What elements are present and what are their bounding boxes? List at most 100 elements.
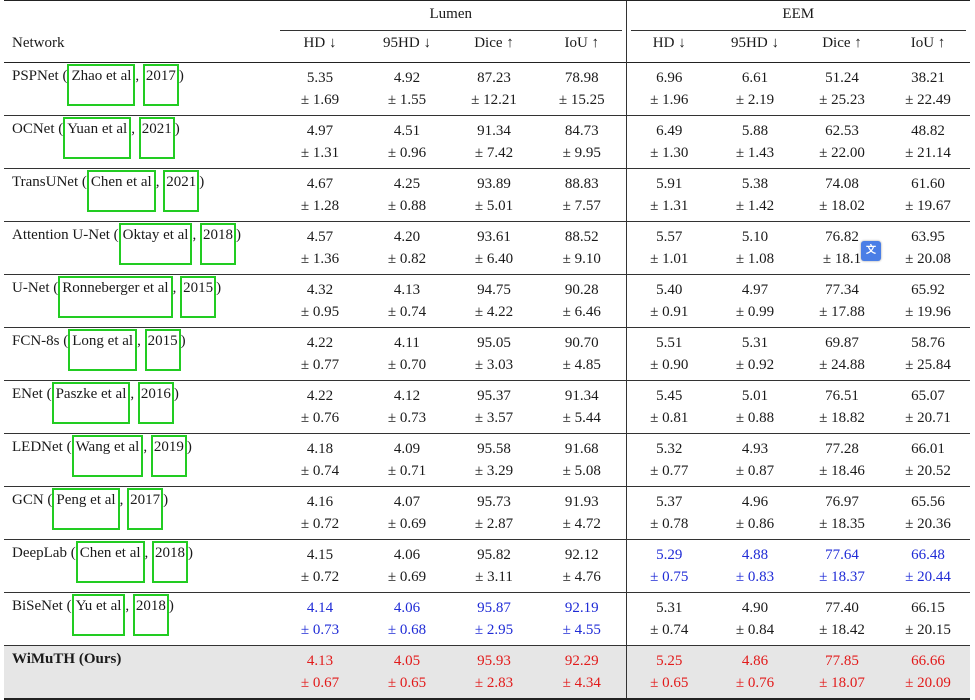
citation-author-link[interactable]: Oktay et al — [118, 223, 193, 265]
metric-value: 4.18 — [306, 441, 334, 457]
metric-cell-eem-95hd: 4.90 ± 0.84 — [712, 592, 798, 646]
metric-std: ± 22.00 — [819, 145, 865, 161]
metric-value: 4.93 — [741, 441, 769, 457]
metric-value: 5.57 — [656, 229, 683, 245]
network-cell: BiSeNet (Yu et al, 2018) — [4, 592, 276, 646]
metric-value: 4.05 — [393, 653, 421, 669]
citation-author-link[interactable]: Yu et al — [71, 594, 126, 636]
metric-value: 5.40 — [656, 282, 683, 298]
citation-author-link[interactable]: Peng et al — [52, 488, 120, 530]
citation-author-link[interactable]: Paszke et al — [51, 382, 131, 424]
metric-value: 4.11 — [394, 335, 420, 351]
metric-std: ± 18.82 — [819, 410, 865, 426]
metric-std: ± 0.88 — [387, 198, 427, 214]
metric-cell-lumen-hd: 4.14 ± 0.73 — [276, 592, 364, 646]
table-row: OCNet (Yuan et al, 2021) 4.97 ± 1.31 4.51 ± … — [4, 115, 970, 169]
metric-value: 61.60 — [911, 176, 945, 192]
network-name: OCNet — [12, 121, 55, 137]
metric-value: 91.93 — [564, 494, 599, 510]
metric-value: 92.19 — [564, 600, 599, 616]
metric-cell-eem-dice: 76.97 ± 18.35 — [798, 486, 886, 540]
metric-value: 51.24 — [825, 70, 859, 86]
metric-value: 66.48 — [911, 547, 945, 563]
metric-std: ± 7.57 — [562, 198, 601, 214]
metric-value: 6.96 — [656, 70, 683, 86]
metric-cell-eem-iou: 66.48 ± 20.44 — [886, 539, 970, 593]
citation-year-link[interactable]: 2016 — [137, 382, 174, 424]
table-row: LEDNet (Wang et al, 2019) 4.18 ± 0.74 4.09 ±… — [4, 433, 970, 487]
citation-year-link[interactable]: 2015 — [144, 329, 181, 371]
metric-cell-lumen-95hd: 4.92 ± 1.55 — [364, 62, 450, 116]
network-cell: Attention U-Net (Oktay et al, 2018) — [4, 221, 276, 275]
citation-year-link[interactable]: 2018 — [152, 541, 189, 583]
table-row: PSPNet (Zhao et al, 2017) 5.35 ± 1.69 4.92 ±… — [4, 62, 970, 116]
metric-cell-lumen-iou: 92.12 ± 4.76 — [538, 539, 627, 593]
metric-std: ± 4.34 — [562, 675, 601, 691]
citation-author-link[interactable]: Yuan et al — [63, 117, 132, 159]
citation-author-link[interactable]: Long et al — [68, 329, 138, 371]
metric-std: ± 0.90 — [650, 357, 689, 373]
metric-value: 6.49 — [656, 123, 683, 139]
metric-cell-eem-dice: 69.87 ± 24.88 — [798, 327, 886, 381]
metric-std: ± 15.25 — [558, 92, 605, 108]
metric-std: ± 0.96 — [387, 145, 427, 161]
metric-cell-lumen-iou: 88.83 ± 7.57 — [538, 168, 627, 222]
citation-author-link[interactable]: Chen et al — [75, 541, 145, 583]
metric-cell-lumen-iou: 88.52 ± 9.10 — [538, 221, 627, 275]
metric-std: ± 0.73 — [387, 410, 427, 426]
metric-cell-lumen-dice: 91.34 ± 7.42 — [450, 115, 538, 169]
citation-year-link[interactable]: 2021 — [138, 117, 175, 159]
metric-std: ± 1.31 — [300, 145, 340, 161]
metric-value: 48.82 — [911, 123, 945, 139]
citation-author-link[interactable]: Zhao et al — [67, 64, 136, 106]
lumen-group-header: Lumen — [276, 1, 627, 35]
metric-std: ± 0.72 — [300, 516, 340, 532]
metric-std: ± 19.96 — [905, 304, 951, 320]
metric-std: ± 0.92 — [735, 357, 775, 373]
metric-std: ± 6.46 — [562, 304, 601, 320]
network-cell: DeepLab (Chen et al, 2018) — [4, 539, 276, 593]
metric-value: 5.10 — [741, 229, 769, 245]
citation-year-link[interactable]: 2019 — [150, 435, 187, 477]
citation-year-link[interactable]: 2017 — [142, 64, 179, 106]
metric-std: ± 0.69 — [387, 569, 427, 585]
citation-year-link[interactable]: 2015 — [180, 276, 217, 318]
metric-header-eem-hd: HD ↓ — [652, 35, 686, 51]
metric-cell-lumen-95hd: 4.11 ± 0.70 — [364, 327, 450, 381]
metric-value: 95.37 — [477, 388, 511, 404]
network-name: PSPNet — [12, 68, 59, 84]
metric-cell-eem-iou: 61.60 ± 19.67 — [886, 168, 970, 222]
metric-cell-eem-hd: 6.96 ± 1.96 — [626, 62, 712, 116]
metric-cell-eem-95hd: 4.97 ± 0.99 — [712, 274, 798, 328]
metric-value: 4.90 — [741, 600, 769, 616]
metric-std: ± 18.07 — [819, 675, 865, 691]
citation-author-link[interactable]: Chen et al — [86, 170, 156, 212]
network-name: LEDNet — [12, 439, 63, 455]
metric-value: 77.28 — [825, 441, 859, 457]
citation-year-link[interactable]: 2018 — [199, 223, 236, 265]
citation-year-link[interactable]: 2021 — [163, 170, 200, 212]
network-name: Attention U-Net — [12, 227, 110, 243]
citation-author-link[interactable]: Ronneberger et al — [58, 276, 173, 318]
citation-year-link[interactable]: 2018 — [132, 594, 169, 636]
metric-value: 93.61 — [477, 229, 511, 245]
citation-author-link[interactable]: Wang et al — [71, 435, 144, 477]
eem-group-header: EEM — [626, 1, 970, 35]
metric-value: 88.52 — [564, 229, 599, 245]
metric-std: ± 0.77 — [650, 463, 689, 479]
metric-value: 91.34 — [564, 388, 599, 404]
metric-std: ± 0.91 — [650, 304, 689, 320]
metric-std: ± 2.19 — [735, 92, 775, 108]
metric-value: 38.21 — [911, 70, 945, 86]
metric-cell-lumen-95hd: 4.25 ± 0.88 — [364, 168, 450, 222]
eem-label: EEM — [630, 6, 966, 31]
metric-cell-eem-95hd: 5.38 ± 1.42 — [712, 168, 798, 222]
metric-cell-eem-hd: 5.45 ± 0.81 — [626, 380, 712, 434]
network-cell: GCN (Peng et al, 2017) — [4, 486, 276, 540]
metric-value: 5.35 — [306, 70, 334, 86]
metric-std: ± 0.88 — [735, 410, 775, 426]
translate-icon[interactable]: 文 — [861, 241, 881, 261]
metric-std: ± 5.44 — [562, 410, 601, 426]
metric-header-eem-dice: Dice ↑ — [822, 35, 862, 51]
citation-year-link[interactable]: 2017 — [127, 488, 164, 530]
